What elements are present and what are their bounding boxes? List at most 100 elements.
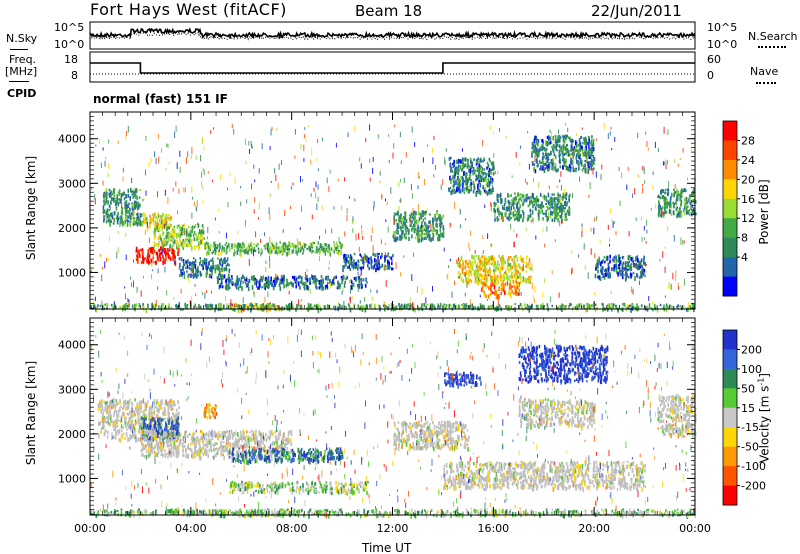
- heatmap-cell: [692, 190, 694, 196]
- heatmap-cell: [192, 257, 195, 260]
- heatmap-cell: [114, 197, 116, 201]
- heatmap-cell: [623, 267, 626, 271]
- heatmap-cell: [457, 166, 459, 170]
- heatmap-cell: [324, 250, 326, 253]
- scatter-cell: [164, 266, 166, 273]
- heatmap-cell: [635, 263, 637, 267]
- heatmap-cell: [472, 306, 475, 311]
- heatmap-cell: [253, 275, 255, 280]
- heatmap-cell: [450, 178, 453, 181]
- scatter-cell: [245, 138, 246, 146]
- heatmap-cell: [477, 160, 479, 164]
- heatmap-cell: [542, 212, 545, 215]
- heatmap-cell: [496, 277, 498, 282]
- heatmap-cell: [411, 228, 413, 231]
- heatmap-cell: [228, 276, 231, 281]
- heatmap-cell: [528, 258, 531, 264]
- scatter-cell: [591, 142, 593, 145]
- scatter-cell: [482, 139, 484, 147]
- scatter-cell: [442, 179, 444, 186]
- scatter-cell: [655, 203, 657, 209]
- heatmap-cell: [212, 260, 215, 265]
- freq-underline: [9, 81, 29, 82]
- heatmap-cell: [360, 282, 363, 286]
- heatmap-cell: [364, 253, 366, 256]
- heatmap-cell: [687, 307, 689, 313]
- heatmap-cell: [296, 251, 299, 256]
- heatmap-cell: [682, 208, 685, 213]
- heatmap-cell: [299, 274, 301, 279]
- scatter-cell: [662, 161, 664, 166]
- heatmap-cell: [373, 264, 376, 269]
- heatmap-cell: [171, 247, 173, 252]
- heatmap-cell: [550, 196, 552, 199]
- heatmap-cell: [496, 198, 499, 202]
- scatter-cell: [505, 136, 507, 139]
- scatter-cell: [377, 134, 379, 139]
- heatmap-cell: [493, 207, 495, 212]
- heatmap-cell: [153, 249, 156, 254]
- scatter-cell: [447, 273, 449, 281]
- heatmap-cell: [267, 245, 269, 250]
- heatmap-cell: [538, 148, 541, 153]
- heatmap-cell: [585, 139, 588, 143]
- scatter-cell: [560, 305, 562, 311]
- heatmap-cell: [214, 270, 217, 274]
- heatmap-cell: [550, 150, 552, 153]
- heatmap-cell: [595, 267, 597, 271]
- heatmap-cell: [507, 262, 510, 267]
- scatter-cell: [237, 230, 239, 235]
- scatter-cell: [165, 168, 167, 171]
- heatmap-cell: [496, 217, 499, 222]
- heatmap-cell: [497, 294, 499, 300]
- scatter-cell: [319, 256, 320, 261]
- heatmap-cell: [248, 245, 251, 249]
- heatmap-cell: [301, 283, 304, 286]
- scatter-cell: [571, 250, 573, 255]
- scatter-cell: [565, 122, 567, 126]
- heatmap-cell: [485, 190, 487, 194]
- scatter-cell: [610, 207, 612, 214]
- heatmap-cell: [579, 143, 582, 148]
- heatmap-cell: [225, 284, 227, 289]
- heatmap-cell: [214, 268, 216, 271]
- heatmap-cell: [461, 270, 464, 275]
- heatmap-cell: [133, 216, 135, 220]
- heatmap-cell: [540, 304, 542, 309]
- heatmap-cell: [320, 279, 322, 284]
- scatter-cell: [675, 277, 676, 282]
- heatmap-cell: [262, 275, 264, 280]
- scatter-cell: [161, 248, 163, 255]
- heatmap-cell: [355, 262, 357, 266]
- heatmap-cell: [119, 199, 122, 204]
- heatmap-cell: [565, 192, 568, 197]
- heatmap-cell: [435, 222, 437, 228]
- heatmap-cell: [603, 255, 606, 259]
- heatmap-cell: [485, 261, 488, 266]
- heatmap-cell: [484, 268, 487, 274]
- heatmap-cell: [470, 179, 472, 182]
- heatmap-cell: [537, 213, 540, 218]
- scatter-cell: [668, 285, 670, 289]
- scatter-cell: [384, 252, 386, 258]
- scatter-cell: [645, 264, 647, 267]
- heatmap-cell: [228, 263, 230, 267]
- heatmap-cell: [132, 195, 134, 199]
- heatmap-cell: [481, 275, 484, 280]
- scatter-cell: [411, 274, 413, 281]
- heatmap-cell: [421, 232, 424, 235]
- heatmap-cell: [338, 283, 341, 288]
- heatmap-cell: [349, 256, 352, 260]
- scatter-cell: [390, 187, 392, 194]
- heatmap-cell: [463, 158, 466, 161]
- scatter-cell: [643, 167, 645, 175]
- heatmap-cell: [272, 279, 275, 283]
- scatter-cell: [571, 267, 573, 274]
- heatmap-cell: [584, 152, 587, 157]
- heatmap-cell: [310, 303, 312, 307]
- heatmap-cell: [108, 195, 111, 198]
- heatmap-cell: [273, 277, 276, 280]
- heatmap-cell: [565, 160, 567, 164]
- scatter-cell: [499, 128, 500, 132]
- heatmap-cell: [136, 205, 138, 209]
